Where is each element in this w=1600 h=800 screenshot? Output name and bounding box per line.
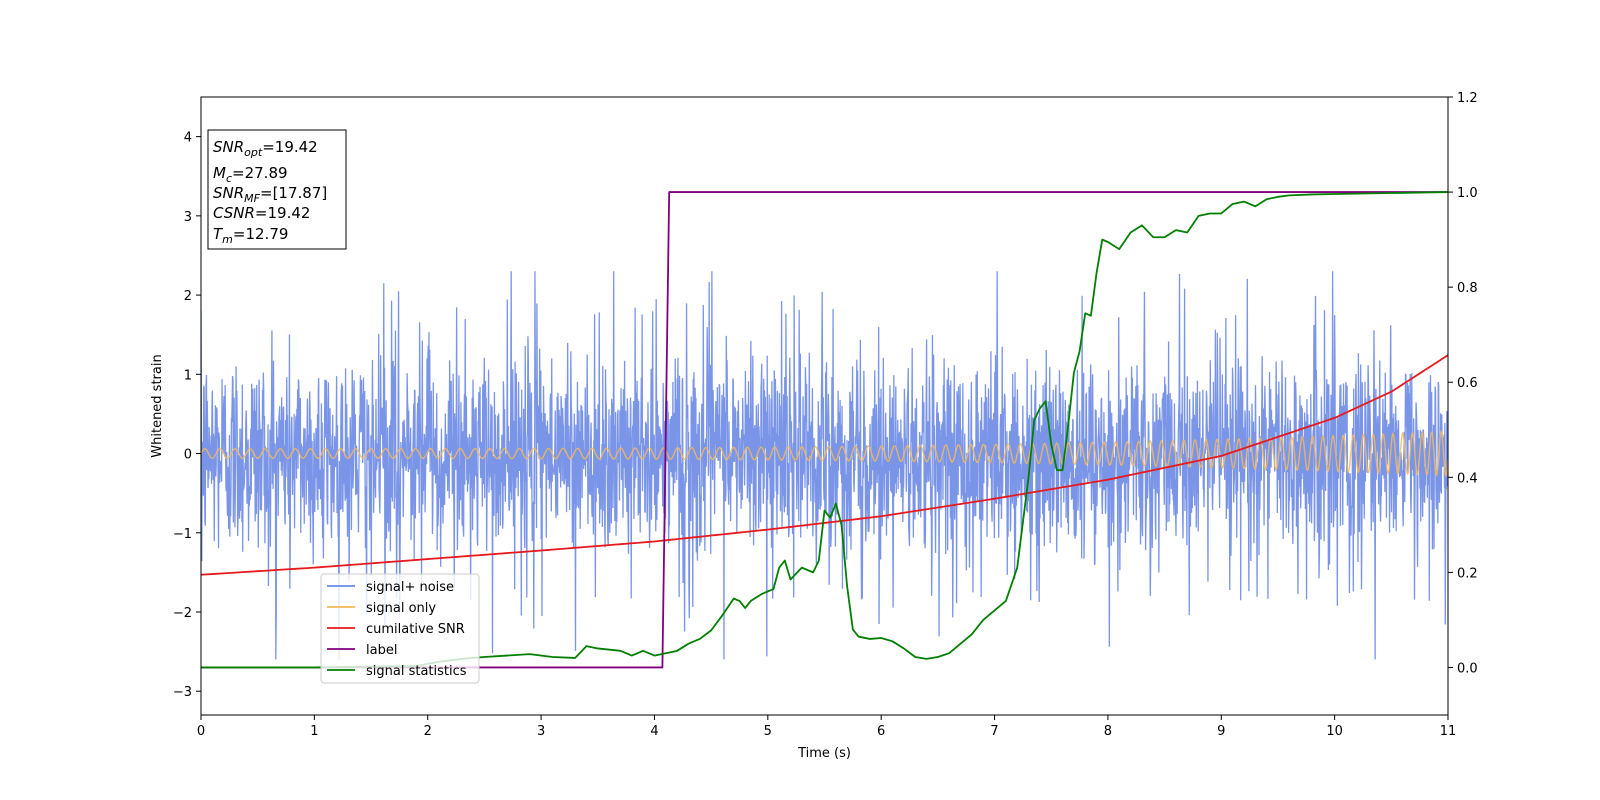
x-tick-label: 0 (197, 724, 205, 739)
y2-tick-label: 0.0 (1457, 661, 1478, 676)
legend-frame (320, 573, 480, 684)
y-tick-label: 4 (184, 131, 192, 146)
info-snr-opt: SNRopt=19.42 (213, 138, 318, 159)
series-signal-only-line (201, 429, 1448, 478)
y-tick-label: 2 (184, 289, 192, 304)
series-cumulative-snr-line (201, 354, 1448, 576)
y2-tick-label: 1.2 (1457, 91, 1478, 106)
legend-entry-label: signal statistics (366, 664, 467, 679)
legend-entry-label: cumilative SNR (366, 622, 465, 637)
y-tick-label: 1 (184, 368, 192, 383)
x-tick-label: 6 (877, 724, 885, 739)
x-tick-label: 4 (650, 724, 658, 739)
y-tick-label: −2 (173, 606, 192, 621)
x-tick-label: 3 (537, 724, 545, 739)
legend: signal+ noise signal only cumilative SNR la… (320, 573, 480, 684)
x-tick-label: 2 (424, 724, 432, 739)
y-tick-label: 3 (184, 210, 192, 225)
legend-entry-label: signal only (366, 601, 436, 616)
y-tick-label: −1 (173, 527, 192, 542)
x-tick-label: 11 (1440, 724, 1457, 739)
y2-tick-label: 0.6 (1457, 376, 1478, 391)
x-tick-label: 8 (1104, 724, 1112, 739)
series-signal-statistics-line (201, 191, 1448, 669)
y-tick-label: 0 (184, 448, 192, 463)
info-snr-mf: SNRMF=[17.87] (213, 184, 327, 205)
y2-tick-label: 1.0 (1457, 186, 1478, 201)
x-tick-label: 1 (310, 724, 318, 739)
y-tick-label: −3 (173, 685, 192, 700)
axes-layer: 0 1 2 3 4 5 6 7 8 9 10 11 −3 −2 −1 0 1 2 3 4 0.0 0.2 0.4 0.6 0.8… (173, 91, 1478, 739)
x-axis-label: Time (s) (797, 746, 851, 761)
plot-area-frame (200, 96, 1449, 716)
info-box-frame (207, 129, 347, 250)
info-mc: Mc=27.89 (213, 164, 288, 185)
info-csnr: CSNR=19.42 (213, 204, 310, 222)
legend-entry-label: label (366, 643, 397, 658)
y2-tick-label: 0.4 (1457, 471, 1478, 486)
x-tick-label: 9 (1217, 724, 1225, 739)
info-tm: Tm=12.79 (213, 225, 288, 246)
y2-tick-label: 0.2 (1457, 566, 1478, 581)
legend-entry-label: signal+ noise (366, 580, 454, 595)
x-tick-label: 5 (764, 724, 772, 739)
x-tick-label: 7 (990, 724, 998, 739)
y-axis-label: Whitened strain (150, 354, 165, 457)
x-tick-label: 10 (1326, 724, 1343, 739)
info-box: SNRopt=19.42 Mc=27.89 SNRMF=[17.87] CSNR… (207, 129, 347, 250)
y2-tick-label: 0.8 (1457, 281, 1478, 296)
